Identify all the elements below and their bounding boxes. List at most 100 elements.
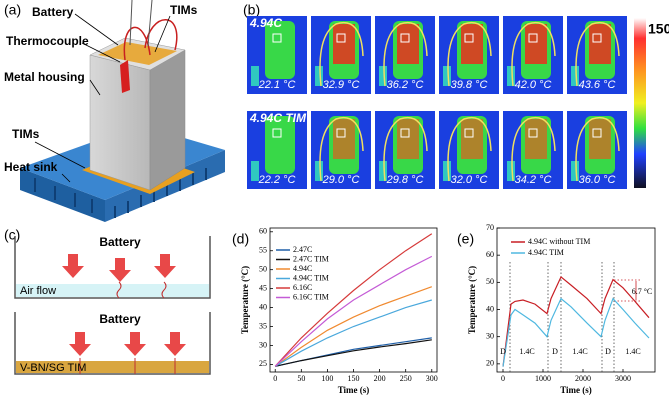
x-tick-label: 1000 [535,374,551,383]
thermal-hot [525,24,547,64]
y-tick-label: 50 [486,277,494,286]
legend-label: 6.16C [293,283,312,292]
x-tick-label: 250 [400,374,412,383]
annotation: 1.4C [572,347,587,356]
y-tick-label: 30 [259,340,267,349]
color-bar-label: 150.0 [648,21,669,37]
plot-frame [496,227,656,373]
thermal-wire [511,22,556,87]
series-line [274,233,433,367]
y-tick-label: 50 [259,265,267,274]
layer-label: Air flow [20,285,56,297]
legend-label: 4.94C TIM [528,248,564,257]
temperature-reading: 32.0 °C [451,174,488,186]
x-axis-label: Time (s) [560,385,592,395]
part-label: Heat sink [4,160,58,174]
y-tick-label: 30 [486,332,494,341]
series-line [274,255,433,367]
temperature-reading: 22.2 °C [258,174,296,186]
probe-box [464,33,474,43]
thermal-wire [447,22,492,87]
thermal-glow [379,66,387,86]
heat-paths [79,281,176,374]
y-tick-label: 40 [486,304,494,313]
row-label: 4.94C [249,16,282,30]
thermal-hot [333,119,355,159]
probe-box [272,128,282,138]
thermal-wire [575,22,620,87]
temperature-reading: 22.1 °C [258,79,296,91]
part-label: TIMs [12,127,40,141]
probe-box [528,128,538,138]
temperature-reading: 39.8 °C [451,79,488,91]
temperature-reading: 34.2 °C [515,174,552,186]
x-tick-label: 0 [501,374,505,383]
annotation: 6.7 °C [632,287,653,296]
annotation: 1.4C [519,347,534,356]
legend-label: 2.47C TIM [293,254,329,263]
thermal-wire [447,117,492,182]
y-tick-label: 45 [259,283,267,292]
y-tick-label: 20 [486,359,494,368]
x-tick-label: 300 [426,374,438,383]
thermal-wire [383,22,428,87]
part-label: Metal housing [4,70,85,84]
panel-label: (e) [457,231,474,247]
temperature-reading: 43.6 °C [579,79,616,91]
battery-illustration [20,0,225,222]
series-line [274,286,433,367]
temperature-reading: 29.0 °C [322,174,360,186]
battery-label: Battery [99,235,141,249]
x-tick-label: 2000 [575,374,591,383]
thermal-wire [511,117,556,182]
series-line [502,275,650,367]
heat-arrows [62,254,186,356]
probe-box [272,33,282,43]
thermal-hot [397,119,419,159]
thermal-glow [251,161,259,181]
y-axis-label: Temperature (°C) [467,266,477,334]
probe-box [400,33,410,43]
tim-layer [16,361,209,373]
probe-box [592,33,602,43]
thermal-hot [589,24,611,64]
legend-label: 6.16C TIM [293,292,329,301]
thermal-images: 22.1 °C 32.9 °C 36.2 °C 39.8 °C 42.0 °C 43.6 … [247,16,627,189]
x-axis-label: Time (s) [338,385,370,395]
color-bar [634,18,646,188]
part-label: Battery [32,5,74,19]
layer-label: V-BN/SG TIM [20,362,86,374]
annotation: D [552,347,558,356]
thermal-glow [507,161,515,181]
probe-box [336,33,346,43]
annotation: D [605,347,611,356]
probe-box [528,33,538,43]
panel-label: (b) [243,2,260,18]
part-label: TIMs [170,3,198,17]
y-tick-label: 60 [259,227,267,236]
probe-box [400,128,410,138]
thermal-glow [443,161,451,181]
series-line [275,339,432,367]
thermal-hot [461,24,483,64]
thermal-hot [589,119,611,159]
y-tick-label: 25 [259,359,267,368]
battery-label: Battery [99,312,141,326]
air-layer [16,284,209,297]
probe-box [592,128,602,138]
y-tick-label: 40 [259,302,267,311]
thermal-glow [251,66,259,86]
y-axis-label: Temperature (°C) [240,266,250,334]
x-tick-label: 0 [273,374,277,383]
thermal-glow [507,66,515,86]
x-tick-label: 3000 [615,374,631,383]
x-tick-label: 150 [348,374,360,383]
thermal-hot [397,24,419,64]
series-line [502,297,650,367]
legend-label: 4.94C [293,264,312,273]
series-line [274,299,432,367]
y-tick-label: 60 [486,250,494,259]
annotation: D [500,347,506,356]
